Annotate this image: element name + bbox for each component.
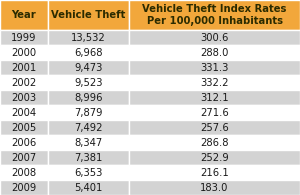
- Text: 2003: 2003: [11, 93, 37, 103]
- Text: 257.6: 257.6: [200, 123, 229, 133]
- Bar: [129, 0, 300, 30]
- Bar: [0, 75, 48, 90]
- Text: 8,996: 8,996: [74, 93, 103, 103]
- Text: 2005: 2005: [11, 123, 37, 133]
- Text: 332.2: 332.2: [200, 78, 229, 88]
- Bar: [129, 45, 300, 60]
- Bar: [48, 0, 129, 30]
- Text: 7,879: 7,879: [74, 108, 103, 118]
- Text: 2004: 2004: [11, 108, 37, 118]
- Bar: [48, 75, 129, 90]
- Bar: [48, 30, 129, 45]
- Bar: [48, 60, 129, 75]
- Bar: [129, 135, 300, 150]
- Text: 286.8: 286.8: [200, 138, 229, 148]
- Bar: [48, 105, 129, 120]
- Bar: [0, 180, 48, 195]
- Bar: [129, 120, 300, 135]
- Text: 312.1: 312.1: [200, 93, 229, 103]
- Text: 216.1: 216.1: [200, 168, 229, 178]
- Text: 6,968: 6,968: [74, 48, 103, 58]
- Bar: [48, 120, 129, 135]
- Bar: [0, 150, 48, 165]
- Bar: [129, 105, 300, 120]
- Text: 8,347: 8,347: [74, 138, 103, 148]
- Text: 300.6: 300.6: [200, 33, 229, 43]
- Text: 2001: 2001: [11, 63, 37, 73]
- Text: 9,523: 9,523: [74, 78, 103, 88]
- Text: 331.3: 331.3: [200, 63, 229, 73]
- Bar: [0, 45, 48, 60]
- Bar: [0, 90, 48, 105]
- Bar: [48, 45, 129, 60]
- Bar: [0, 30, 48, 45]
- Bar: [48, 150, 129, 165]
- Bar: [48, 180, 129, 195]
- Text: 288.0: 288.0: [200, 48, 229, 58]
- Text: 1999: 1999: [11, 33, 37, 43]
- Bar: [0, 165, 48, 180]
- Text: Vehicle Theft: Vehicle Theft: [51, 10, 126, 20]
- Text: 252.9: 252.9: [200, 153, 229, 163]
- Bar: [0, 105, 48, 120]
- Text: 9,473: 9,473: [74, 63, 103, 73]
- Bar: [0, 0, 48, 30]
- Text: 7,381: 7,381: [74, 153, 103, 163]
- Text: 5,401: 5,401: [74, 183, 103, 193]
- Bar: [0, 60, 48, 75]
- Bar: [48, 165, 129, 180]
- Text: 2007: 2007: [11, 153, 37, 163]
- Bar: [48, 135, 129, 150]
- Text: 2009: 2009: [11, 183, 37, 193]
- Text: Vehicle Theft Index Rates
Per 100,000 Inhabitants: Vehicle Theft Index Rates Per 100,000 In…: [142, 4, 287, 26]
- Bar: [0, 135, 48, 150]
- Text: 2006: 2006: [11, 138, 37, 148]
- Bar: [129, 165, 300, 180]
- Text: 2002: 2002: [11, 78, 37, 88]
- Text: 13,532: 13,532: [71, 33, 106, 43]
- Bar: [129, 150, 300, 165]
- Bar: [129, 75, 300, 90]
- Bar: [129, 60, 300, 75]
- Bar: [48, 90, 129, 105]
- Text: Year: Year: [12, 10, 36, 20]
- Bar: [0, 120, 48, 135]
- Bar: [129, 90, 300, 105]
- Bar: [129, 30, 300, 45]
- Text: 2000: 2000: [11, 48, 37, 58]
- Text: 271.6: 271.6: [200, 108, 229, 118]
- Bar: [129, 180, 300, 195]
- Text: 183.0: 183.0: [200, 183, 229, 193]
- Text: 6,353: 6,353: [74, 168, 103, 178]
- Text: 7,492: 7,492: [74, 123, 103, 133]
- Text: 2008: 2008: [11, 168, 37, 178]
